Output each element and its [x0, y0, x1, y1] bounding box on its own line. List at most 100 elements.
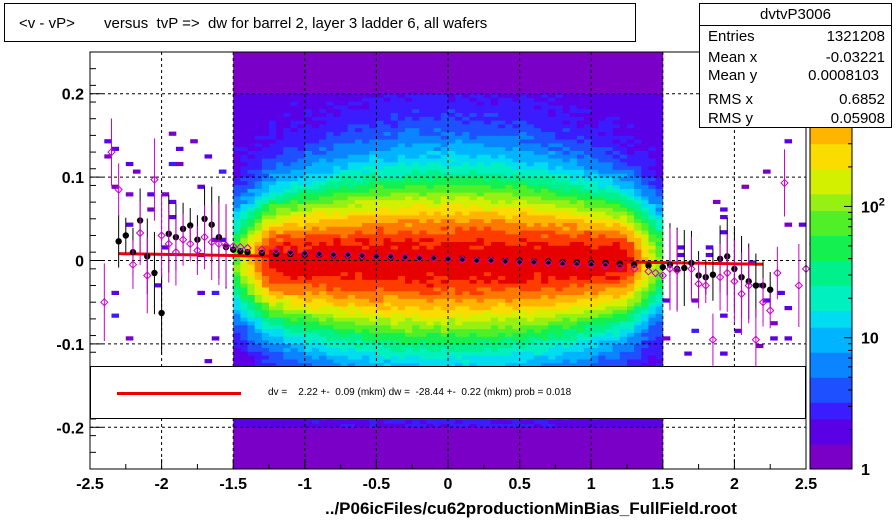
heatmap-cell	[247, 332, 256, 337]
heatmap-cell	[369, 283, 377, 288]
heatmap-cell	[319, 359, 327, 364]
heatmap-cell	[512, 74, 520, 79]
heatmap-cell	[405, 290, 413, 296]
heatmap-cell	[541, 226, 549, 231]
heatmap-cell	[283, 427, 291, 432]
heatmap-cell	[426, 279, 435, 284]
heatmap-cell	[526, 70, 535, 76]
heatmap-cell	[376, 165, 384, 170]
heatmap-cell	[276, 116, 284, 121]
heatmap-cell	[519, 188, 528, 193]
heatmap-cell	[462, 89, 470, 95]
heatmap-cell	[526, 127, 535, 133]
heatmap-cell	[462, 309, 470, 314]
heatmap-cell	[261, 108, 270, 114]
heatmap-cell	[498, 442, 506, 447]
heatmap-cell	[247, 461, 256, 466]
heatmap-cell	[426, 173, 435, 178]
heatmap-cell	[290, 233, 299, 239]
heatmap-cell	[347, 112, 356, 117]
heatmap-cell	[340, 207, 349, 212]
heatmap-cell	[261, 203, 270, 208]
heatmap-cell	[469, 161, 478, 167]
heatmap-cell	[440, 287, 449, 292]
heatmap-cell	[533, 233, 542, 239]
heatmap-cell	[498, 215, 506, 220]
heatmap-cell	[319, 93, 327, 98]
heatmap-cell	[548, 169, 556, 174]
heatmap-cell	[247, 446, 256, 451]
heatmap-cell	[455, 271, 463, 277]
heatmap-cell	[247, 317, 256, 322]
heatmap-cell	[526, 59, 535, 64]
heatmap-cell	[455, 105, 463, 110]
heatmap-cell	[505, 142, 513, 148]
heatmap-cell	[362, 359, 370, 364]
heatmap-cell	[412, 233, 420, 239]
heatmap-cell	[240, 105, 248, 110]
heatmap-cell	[490, 105, 499, 110]
heatmap-cell	[233, 305, 241, 311]
heatmap-cell	[476, 290, 485, 296]
heatmap-cell	[254, 324, 263, 330]
heatmap-cell	[469, 438, 478, 443]
heatmap-cell	[390, 359, 399, 364]
heatmap-cell	[412, 336, 420, 341]
heatmap-cell	[462, 419, 470, 424]
heatmap-cell	[548, 211, 556, 216]
heatmap-cell	[354, 355, 363, 360]
heatmap-cell	[276, 105, 284, 110]
heatmap-cell	[476, 328, 485, 333]
heatmap-cell	[505, 321, 513, 326]
heatmap-cell	[490, 52, 499, 57]
heatmap-cell	[283, 180, 291, 186]
heatmap-cell	[548, 78, 556, 83]
heatmap-cell	[498, 70, 506, 76]
heatmap-cell	[548, 142, 556, 148]
heatmap-cell	[383, 457, 392, 462]
heatmap-cell	[483, 434, 492, 440]
heatmap-cell	[276, 271, 284, 277]
heatmap-cell	[512, 275, 520, 280]
heatmap-cell	[297, 332, 306, 337]
heatmap-cell	[426, 188, 435, 193]
heatmap-cell	[419, 431, 427, 436]
heatmap-cell	[419, 294, 427, 299]
heatmap-cell	[383, 218, 392, 223]
heatmap-cell	[261, 154, 270, 159]
heatmap-cell	[204, 359, 213, 364]
heatmap-cell	[448, 78, 456, 83]
heatmap-cell	[433, 317, 442, 322]
heatmap-cell	[261, 82, 270, 87]
heatmap-cell	[240, 78, 248, 83]
heatmap-cell	[376, 199, 384, 205]
heatmap-cell	[319, 241, 327, 246]
heatmap-cell	[455, 184, 463, 189]
heatmap-cell	[376, 359, 384, 364]
heatmap-cell	[448, 101, 456, 106]
heatmap-cell	[283, 233, 291, 239]
heatmap-cell	[541, 139, 549, 144]
heatmap-cell	[440, 86, 449, 91]
heatmap-cell	[254, 271, 263, 277]
heatmap-cell	[505, 423, 513, 428]
heatmap-cell	[483, 294, 492, 299]
heatmap-cell	[297, 351, 306, 356]
heatmap-cell	[469, 419, 478, 424]
heatmap-cell	[247, 237, 256, 242]
heatmap-cell	[440, 305, 449, 311]
heatmap-cell	[512, 351, 520, 356]
heatmap-cell	[519, 294, 528, 299]
heatmap-cell	[290, 199, 299, 205]
heatmap-cell	[397, 434, 406, 440]
heatmap-cell	[426, 59, 435, 64]
heatmap-cell	[297, 457, 306, 462]
heatmap-cell	[326, 343, 334, 349]
heatmap-cell	[247, 340, 256, 345]
heatmap-cell	[490, 222, 499, 227]
heatmap-cell	[412, 461, 420, 466]
heatmap-cell	[269, 101, 277, 106]
heatmap-cell	[476, 298, 485, 303]
heatmap-cell	[304, 161, 313, 167]
heatmap-cell	[519, 351, 528, 356]
